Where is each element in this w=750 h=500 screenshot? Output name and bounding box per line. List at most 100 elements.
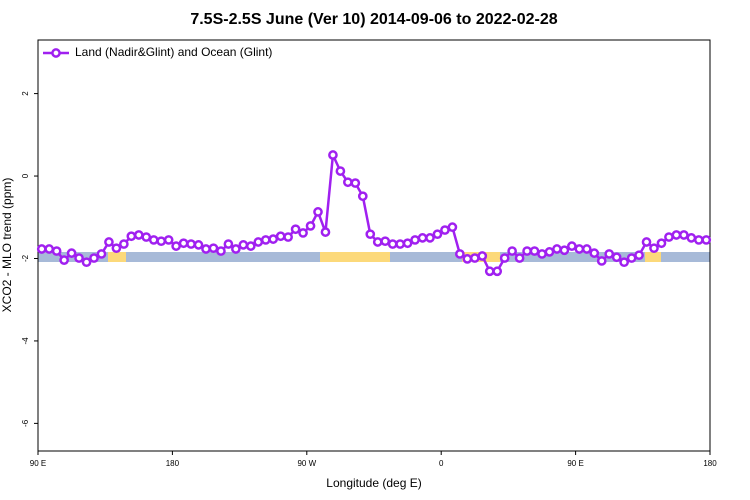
point xyxy=(701,235,712,245)
point xyxy=(111,243,122,254)
point xyxy=(574,244,585,254)
x-tick-label: 90 E xyxy=(30,459,46,468)
point xyxy=(671,230,682,240)
point xyxy=(238,240,249,250)
point xyxy=(686,233,697,243)
point xyxy=(544,247,555,257)
point xyxy=(611,252,622,263)
point xyxy=(649,243,659,254)
y-tick-label: -4 xyxy=(21,337,30,345)
point xyxy=(634,250,644,261)
legend-marker xyxy=(51,48,61,58)
point xyxy=(141,232,152,242)
point xyxy=(559,245,570,256)
point xyxy=(656,238,667,249)
point xyxy=(552,244,562,254)
legend-label: Land (Nadir&Glint) and Ocean (Glint) xyxy=(75,45,272,59)
point xyxy=(567,241,577,251)
point xyxy=(604,249,615,259)
chart-title: 7.5S-2.5S June (Ver 10) 2014-09-06 to 20… xyxy=(190,11,557,28)
point xyxy=(283,232,293,242)
point xyxy=(89,253,99,263)
point xyxy=(447,222,458,233)
point xyxy=(425,233,435,243)
point xyxy=(186,239,196,249)
point xyxy=(402,238,413,249)
y-tick-label: -2 xyxy=(21,254,30,262)
point xyxy=(410,235,420,245)
point xyxy=(119,239,129,249)
point xyxy=(679,230,689,240)
point xyxy=(231,244,241,254)
point xyxy=(693,235,704,245)
x-axis-label: Longitude (deg E) xyxy=(326,476,421,490)
point xyxy=(201,244,211,254)
point xyxy=(260,235,271,245)
point xyxy=(223,239,234,249)
point xyxy=(51,246,62,256)
point xyxy=(365,229,376,240)
point xyxy=(66,248,77,258)
point xyxy=(529,246,540,256)
point xyxy=(387,239,398,249)
point xyxy=(626,253,637,263)
point xyxy=(440,225,450,235)
point xyxy=(253,237,264,247)
point xyxy=(514,253,525,263)
point xyxy=(455,249,465,259)
point xyxy=(372,237,383,247)
point xyxy=(477,251,488,261)
point xyxy=(641,237,652,247)
point xyxy=(581,244,592,254)
point xyxy=(492,266,503,277)
x-tick-label: 180 xyxy=(166,459,180,468)
point xyxy=(357,191,368,202)
point xyxy=(522,246,532,256)
point xyxy=(537,249,547,259)
point xyxy=(462,254,473,264)
point xyxy=(96,249,107,259)
point xyxy=(193,240,204,250)
point xyxy=(664,232,674,242)
point xyxy=(417,233,428,243)
point xyxy=(596,256,607,266)
point xyxy=(484,266,495,277)
point xyxy=(432,229,443,240)
point xyxy=(133,230,144,240)
point xyxy=(589,248,600,258)
point xyxy=(290,224,301,235)
point xyxy=(36,244,47,254)
point xyxy=(74,253,84,263)
point xyxy=(507,246,517,256)
point xyxy=(619,257,629,268)
point xyxy=(343,177,353,188)
point xyxy=(298,228,308,238)
y-axis-label: XCO2 - MLO trend (ppm) xyxy=(0,178,14,313)
point xyxy=(59,255,69,265)
point xyxy=(275,231,286,242)
point xyxy=(208,243,219,254)
x-tick-label: 180 xyxy=(703,459,717,468)
y-tick-label: -6 xyxy=(21,419,30,427)
y-tick-label: 0 xyxy=(21,173,30,178)
point xyxy=(380,236,391,247)
x-tick-label: 0 xyxy=(439,459,444,468)
point xyxy=(313,207,323,217)
point xyxy=(268,234,279,244)
point xyxy=(178,238,189,249)
point xyxy=(163,235,174,245)
point xyxy=(328,150,338,160)
point xyxy=(335,166,346,176)
x-tick-label: 90 W xyxy=(297,459,316,468)
plot-frame xyxy=(37,39,711,452)
point xyxy=(126,231,137,242)
point xyxy=(305,221,316,231)
x-tick-label: 90 E xyxy=(567,459,583,468)
point xyxy=(156,236,167,247)
point xyxy=(81,257,92,268)
point xyxy=(350,178,361,188)
point xyxy=(171,241,181,251)
point xyxy=(469,253,480,263)
y-tick-label: 2 xyxy=(21,91,30,96)
point xyxy=(104,237,114,247)
